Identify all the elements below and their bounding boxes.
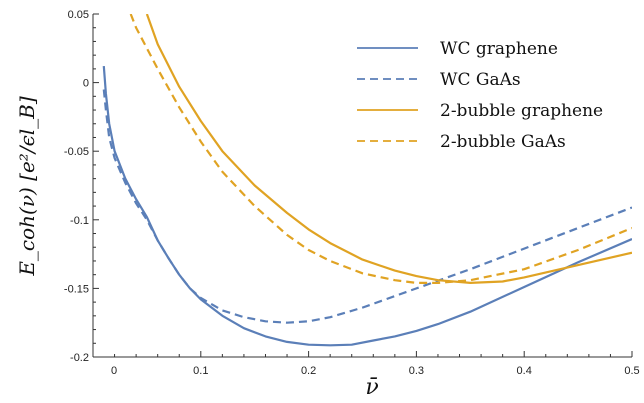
x-axis-title: ν̄ <box>365 375 378 400</box>
y-tick-label: 0 <box>83 78 89 90</box>
legend-label: WC GaAs <box>440 70 521 90</box>
legend-label: 2-bubble GaAs <box>440 132 566 152</box>
series-layer <box>102 14 632 347</box>
x-tick-label: 0.5 <box>624 365 639 377</box>
series-line-4 <box>129 14 632 284</box>
x-tick-label: 0.4 <box>517 365 532 377</box>
series-line-3 <box>145 14 632 284</box>
legend: WC graphene WC GaAs 2-bubble graphene 2-bub… <box>357 39 603 152</box>
y-tick-label: 0.05 <box>68 9 89 21</box>
series-line-1 <box>102 66 632 347</box>
series-line-2 <box>102 89 632 324</box>
x-tick-label: 0.2 <box>301 365 316 377</box>
y-tick-label: -0.1 <box>70 215 89 227</box>
x-tick-label: 0 <box>111 365 117 377</box>
y-tick-label: -0.2 <box>70 352 89 364</box>
y-tick-label: -0.15 <box>64 283 89 295</box>
x-tick-label: 0.3 <box>409 365 424 377</box>
x-tick-label: 0.1 <box>193 365 208 377</box>
legend-label: 2-bubble graphene <box>440 101 603 121</box>
axes-layer: 0.05 0 -0.05 -0.1 -0.15 -0.2 0 0.1 0.2 0.3 0.4 0.5 <box>64 9 640 377</box>
y-axis-title: E_coh(ν) [e²/ϵl_B] <box>15 96 39 277</box>
y-tick-label: -0.05 <box>64 146 89 158</box>
legend-label: WC graphene <box>440 39 558 59</box>
